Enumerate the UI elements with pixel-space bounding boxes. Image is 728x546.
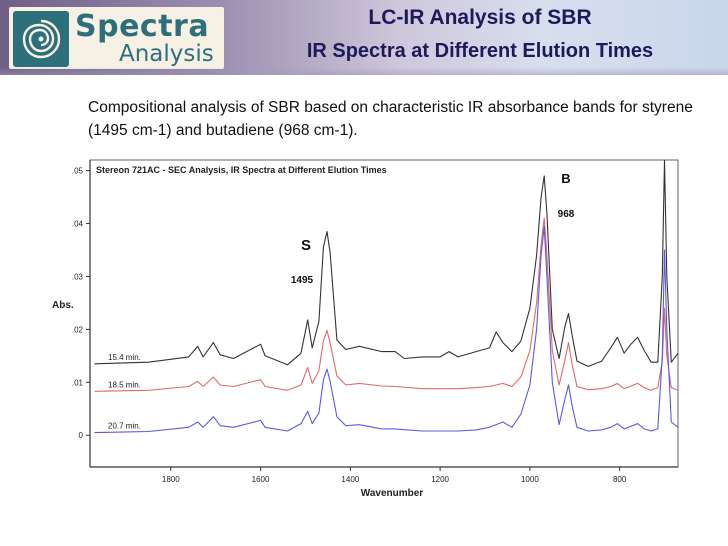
x-tick-label: 1600 <box>252 475 270 484</box>
series-labels: 15.4 min. 18.5 min. 20.7 min. <box>108 353 141 431</box>
x-tick-label: 1400 <box>341 475 359 484</box>
page-subtitle: IR Spectra at Different Elution Times <box>306 40 654 62</box>
x-axis-label: Wavenumber <box>361 488 424 499</box>
x-tick-label: 800 <box>613 475 627 484</box>
series-line <box>94 225 679 434</box>
x-tick-label: 1000 <box>521 475 539 484</box>
y-tick-label: 0 <box>79 431 84 440</box>
annotation-styrene-label: S <box>301 237 311 254</box>
y-tick-label: .03 <box>72 272 84 281</box>
page-title: LC-IR Analysis of SBR <box>368 6 592 29</box>
spiral-logo-icon <box>13 11 69 67</box>
plot-frame <box>89 159 679 468</box>
logo-text-spectra: Spectra <box>75 9 210 44</box>
ir-spectra-chart: Stereon 721AC - SEC Analysis, IR Spectra… <box>52 159 679 499</box>
annotation-butadiene-label: B <box>561 171 570 186</box>
y-tick-label: .02 <box>72 325 84 334</box>
series-line <box>94 159 679 367</box>
x-tick-label: 1200 <box>431 475 449 484</box>
y-tick-label: .04 <box>72 220 84 229</box>
chart-title: Stereon 721AC - SEC Analysis, IR Spectra… <box>96 165 387 175</box>
spectra-analysis-logo: Spectra Analysis <box>9 7 224 69</box>
series-label: 20.7 min. <box>108 422 141 431</box>
x-tick-label: 1800 <box>162 475 180 484</box>
y-tick-label: .01 <box>72 378 84 387</box>
annotation-styrene-value: 1495 <box>291 275 314 286</box>
logo-text-analysis: Analysis <box>119 41 214 67</box>
y-tick-label: .05 <box>72 167 84 176</box>
series-layer <box>94 159 679 434</box>
title-banner: Spectra Analysis LC-IR Analysis of SBR I… <box>0 0 728 75</box>
series-label: 15.4 min. <box>108 353 141 362</box>
y-axis-label: Abs. <box>52 300 74 311</box>
annotation-butadiene-value: 968 <box>558 209 575 220</box>
x-ticks: 1800 1600 1400 1200 1000 800 <box>162 467 627 484</box>
series-label: 18.5 min. <box>108 380 141 389</box>
y-ticks: 0 .01 .02 .03 .04 .05 <box>72 167 90 440</box>
series-line <box>94 217 679 392</box>
description-text: Compositional analysis of SBR based on c… <box>88 99 693 139</box>
